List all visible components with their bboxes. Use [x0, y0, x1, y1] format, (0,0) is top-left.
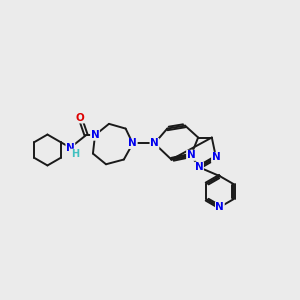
Text: N: N [212, 152, 220, 162]
Text: N: N [215, 202, 224, 212]
Text: H: H [71, 149, 79, 159]
Text: N: N [128, 139, 137, 148]
Text: N: N [91, 130, 99, 140]
Text: N: N [150, 139, 159, 148]
Text: N: N [66, 142, 75, 153]
Text: N: N [195, 162, 203, 172]
Text: N: N [187, 150, 195, 160]
Text: O: O [76, 113, 85, 123]
